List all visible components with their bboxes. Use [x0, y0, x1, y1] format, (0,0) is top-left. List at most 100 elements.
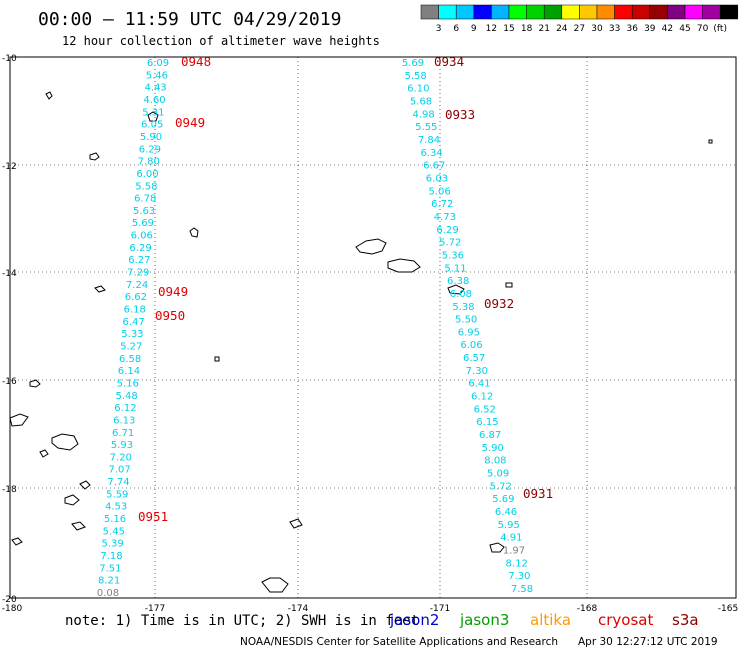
colorbar-swatch: [508, 4, 527, 20]
wave-height-value: 5.72: [439, 238, 461, 249]
map-frame: [9, 56, 737, 599]
colorbar-label: 33: [609, 24, 620, 34]
wave-height-value: 6.87: [479, 430, 501, 441]
colorbar-label: 45: [679, 24, 690, 34]
wave-height-value: 7.58: [511, 584, 533, 595]
wave-height-value: 6.12: [471, 392, 493, 403]
wave-height-value: 7.30: [466, 366, 488, 377]
wave-height-value: 5.58: [405, 71, 427, 82]
wave-height-value: 4.53: [105, 502, 127, 513]
wave-height-value: 6.41: [468, 379, 490, 390]
wave-height-value: 8.12: [506, 558, 528, 569]
wave-height-value: 5.63: [133, 206, 155, 217]
colorbar-swatch: [649, 4, 668, 20]
wave-height-value: 5.69: [492, 494, 514, 505]
wave-height-value: 6.34: [420, 148, 442, 159]
colorbar-label: (ft): [713, 24, 727, 34]
wave-height-value: 5.46: [146, 70, 168, 81]
colorbar-swatch: [631, 4, 651, 20]
lat-label: -20: [2, 595, 17, 605]
island: [355, 238, 387, 255]
island: [9, 413, 29, 427]
wave-height-value: 6.71: [112, 428, 134, 439]
lat-label: -18: [2, 485, 17, 495]
wave-height-value: 6.46: [495, 507, 517, 518]
island: [64, 494, 80, 506]
wave-height-value: 7.74: [107, 477, 129, 488]
colorbar-label: 39: [644, 24, 656, 34]
colorbar-label: 24: [556, 24, 568, 34]
wave-height-value: 6.15: [476, 417, 498, 428]
wave-height-value: 5.55: [415, 122, 437, 133]
colorbar-swatch: [702, 4, 721, 20]
wave-height-value: 6.00: [136, 169, 158, 180]
wave-height-value: 6.47: [122, 317, 144, 328]
colorbar-swatch: [614, 4, 633, 20]
wave-height-value: 6.29: [129, 243, 151, 254]
wave-height-value: 6.08: [450, 289, 472, 300]
wave-height-value: 6.72: [431, 199, 453, 210]
island: [214, 356, 220, 362]
wave-height-value: 6.06: [460, 340, 482, 351]
island: [447, 284, 465, 295]
wave-height-value: 6.52: [474, 404, 496, 415]
colorbar-label: 18: [521, 24, 533, 34]
island: [51, 433, 79, 451]
island: [505, 282, 513, 288]
wave-height-value: 5.69: [132, 218, 154, 229]
wave-height-value: 1.97: [503, 546, 525, 557]
wave-height-value: 6.18: [124, 305, 146, 316]
wave-height-value: 5.06: [428, 186, 450, 197]
time-label: 0950: [155, 308, 185, 323]
colorbar-swatch: [579, 4, 598, 20]
colorbar-swatch: [420, 4, 439, 20]
lat-label: -12: [2, 162, 17, 172]
lon-label: -180: [2, 604, 23, 614]
wave-height-value: 5.39: [102, 539, 124, 550]
time-label: 0934: [434, 54, 464, 69]
wave-height-value: 5.72: [490, 481, 512, 492]
island: [71, 521, 86, 531]
wave-height-value: 6.05: [141, 120, 163, 131]
wave-height-value: 0.08: [97, 588, 119, 599]
wave-height-value: 6.29: [436, 225, 458, 236]
wave-height-value: 6.95: [458, 327, 480, 338]
island: [11, 537, 23, 546]
colorbar-label: 12: [486, 24, 497, 34]
track-east-values: 5.69 5.58 6.105.68 4.98 5.55 7.84 6.34 6.676.03…: [402, 58, 533, 595]
footer-credit: NOAA/NESDIS Center for Satellite Applica…: [240, 636, 558, 648]
colorbar-label: 42: [662, 24, 673, 34]
colorbar-label: 3: [436, 24, 442, 34]
axis-labels: -10 -12 -14 -16 -18 -20-180 -177 -174 -171 -168 -1…: [2, 54, 738, 614]
wave-height-value: 6.09: [147, 58, 169, 69]
footer-note: note: 1) Time is in UTC; 2) SWH is in fe…: [65, 613, 419, 629]
wave-height-value: 4.43: [145, 83, 167, 94]
island: [45, 91, 53, 100]
map-subtitle: 12 hour collection of altimeter wave hei…: [62, 34, 380, 48]
wave-height-value: 6.78: [134, 194, 156, 205]
colorbar-label: 27: [574, 24, 585, 34]
legend-item: s3a: [672, 611, 699, 629]
wave-height-value: 7.80: [138, 157, 160, 168]
time-label: 0949: [175, 115, 205, 130]
time-label: 0949: [158, 284, 188, 299]
wave-height-value: 6.38: [447, 276, 469, 287]
island: [39, 449, 49, 458]
wave-height-value: 4.60: [143, 95, 165, 106]
lat-label: -14: [2, 269, 17, 279]
wave-height-value: 5.90: [140, 132, 162, 143]
colorbar-swatch: [684, 4, 703, 20]
colorbar-label: 15: [503, 24, 514, 34]
wave-height-value: 6.29: [139, 144, 161, 155]
wave-height-value: 8.08: [484, 456, 506, 467]
wave-height-value: 5.27: [120, 341, 142, 352]
legend-item: cryosat: [598, 611, 653, 629]
wave-height-value: 4.98: [413, 109, 435, 120]
colorbar-label: 9: [471, 24, 477, 34]
colorbar-swatch: [596, 4, 615, 20]
lat-label: -10: [2, 54, 17, 64]
wave-height-value: 6.62: [125, 292, 147, 303]
wave-height-value: 7.30: [508, 571, 530, 582]
lon-label: -165: [718, 604, 738, 614]
